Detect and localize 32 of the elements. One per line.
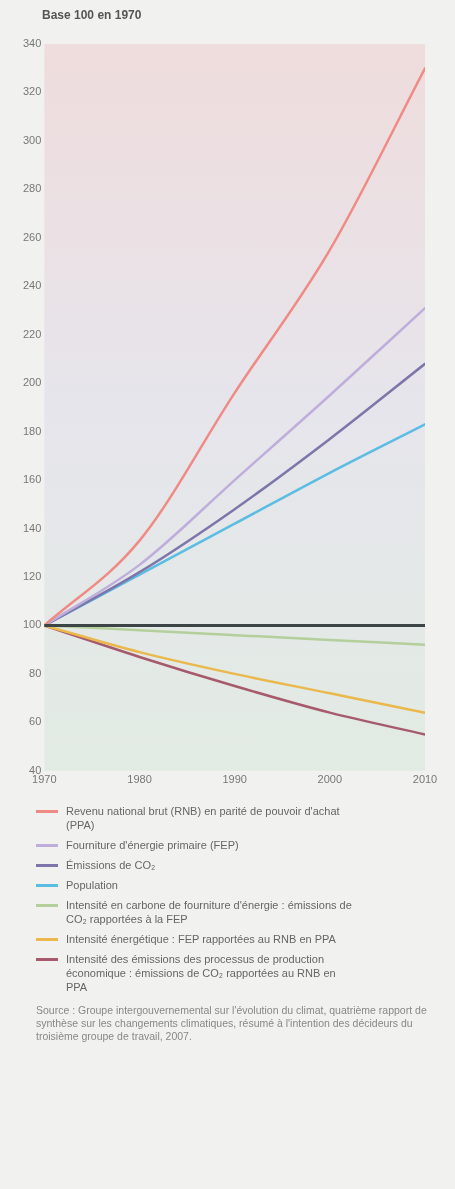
y-tick-label: 340 <box>22 37 42 50</box>
y-tick-label: 80 <box>29 666 42 679</box>
source-note: Source : Groupe intergouvernemental sur l'évolution du climat, quatrième rapport de synthèse sur les changements climatiques, résumé à l'intention des décideurs du troisième groupe de travail, 2007. <box>36 1004 428 1043</box>
y-tick-label: 160 <box>22 473 42 486</box>
y-tick-label: 40 <box>29 763 42 776</box>
line-series <box>44 624 425 714</box>
y-tick-label: 260 <box>22 230 42 243</box>
x-tick-label: 1970 <box>32 773 57 786</box>
y-tick-label: 300 <box>22 133 42 146</box>
y-tick-label: 240 <box>22 279 42 292</box>
y-tick-label: 200 <box>22 376 42 389</box>
x-tick-label: 2000 <box>317 773 343 786</box>
legend-label: Population <box>66 878 119 892</box>
legend-label: Fourniture d'énergie primaire (FEP) <box>66 838 240 852</box>
y-axis-title: Base 100 en 1970 <box>41 7 143 24</box>
y-tick-label: 100 <box>22 618 42 631</box>
y-tick-label: 180 <box>22 424 42 437</box>
line-series <box>44 66 425 627</box>
y-tick-label: 220 <box>22 327 42 340</box>
y-tick-label: 60 <box>29 715 42 728</box>
y-tick-label: 120 <box>22 570 42 583</box>
y-tick-label: 320 <box>22 85 42 98</box>
y-tick-label: 280 <box>22 182 42 195</box>
x-tick-label: 1980 <box>127 773 152 786</box>
legend-label: Émissions de CO₂ <box>66 858 157 872</box>
legend-label: Intensité en carbone de fourniture d'énergie : émissions de CO₂ rapportées à la FEP <box>66 898 353 926</box>
legend-label: Intensité des émissions des processus de production économique : émissions de CO₂ rapportées au RNB en PPA <box>66 952 337 994</box>
y-tick-label: 140 <box>22 521 42 534</box>
x-tick-label: 2010 <box>412 773 438 786</box>
x-tick-label: 1990 <box>222 773 247 786</box>
legend-label: Intensité énergétique : FEP rapportées au RNB en PPA <box>66 932 337 946</box>
legend-label: Revenu national brut (RNB) en parité de pouvoir d'achat (PPA) <box>66 804 341 832</box>
